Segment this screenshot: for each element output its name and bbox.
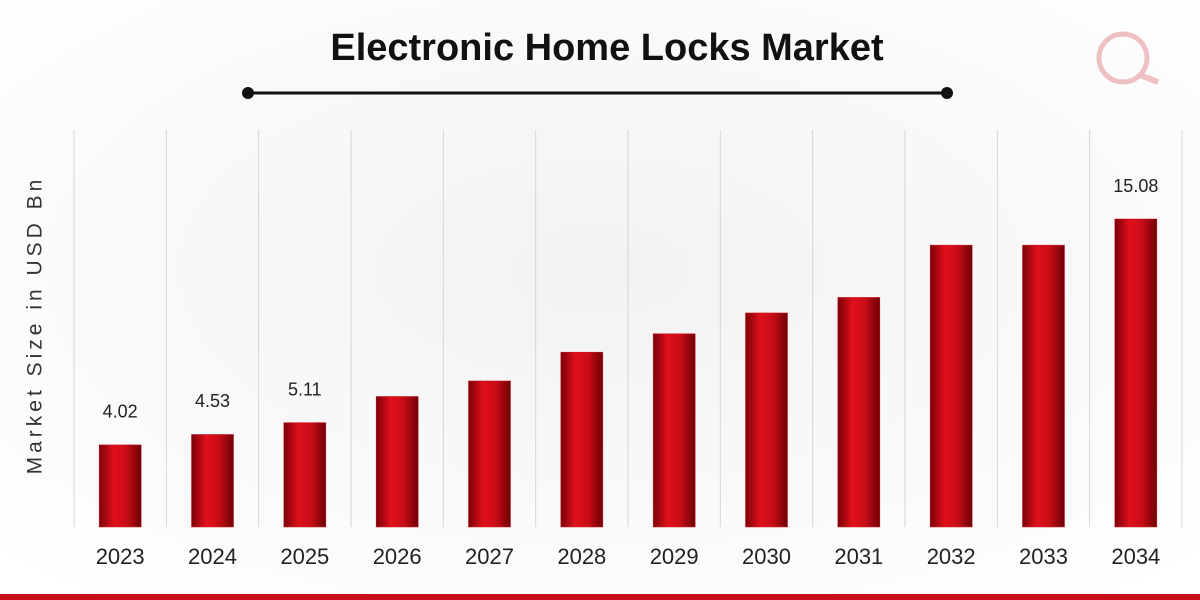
data-label: 15.08 xyxy=(1113,176,1158,196)
bottom-bar xyxy=(0,594,1200,600)
bar xyxy=(375,396,419,528)
x-tick-label: 2032 xyxy=(927,544,976,569)
x-tick-label: 2029 xyxy=(650,544,699,569)
x-tick-label: 2024 xyxy=(188,544,237,569)
bar xyxy=(837,297,881,528)
bar xyxy=(1114,218,1158,528)
logo-handle xyxy=(1138,72,1160,85)
data-label: 4.02 xyxy=(103,402,138,422)
bar xyxy=(98,444,142,528)
x-tick-label: 2023 xyxy=(96,544,145,569)
data-label: 4.53 xyxy=(195,391,230,411)
logo xyxy=(1096,31,1160,85)
x-tick-label: 2026 xyxy=(373,544,422,569)
bar xyxy=(191,434,234,528)
x-tick-label: 2033 xyxy=(1019,544,1068,569)
x-tick-label: 2030 xyxy=(742,544,791,569)
bar xyxy=(468,380,511,528)
bar xyxy=(745,312,788,528)
logo-ring xyxy=(1096,31,1150,85)
chart-title: Electronic Home Locks Market xyxy=(330,27,884,69)
bar xyxy=(929,244,973,528)
bar xyxy=(560,351,604,528)
rule-dot xyxy=(941,87,953,99)
bar xyxy=(283,422,327,528)
bar xyxy=(1022,244,1065,528)
data-label: 5.11 xyxy=(288,379,322,399)
x-tick-label: 2034 xyxy=(1111,544,1160,569)
rule-dot xyxy=(242,87,254,99)
x-tick-label: 2025 xyxy=(280,544,329,569)
y-axis-label: Market Size in USD Bn xyxy=(24,176,47,475)
x-tick-label: 2031 xyxy=(834,544,883,569)
bar xyxy=(652,333,696,528)
x-tick-label: 2027 xyxy=(465,544,514,569)
x-tick-label: 2028 xyxy=(557,544,606,569)
